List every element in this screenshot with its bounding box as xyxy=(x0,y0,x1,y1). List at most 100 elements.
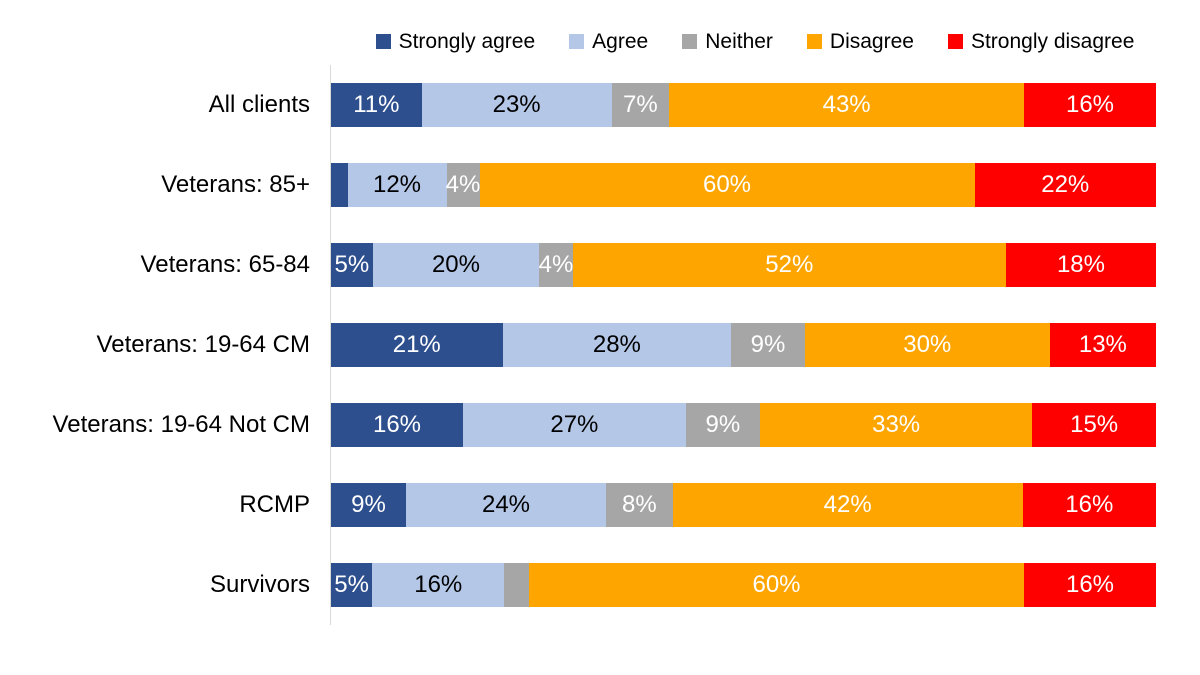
legend-item: Disagree xyxy=(806,30,914,53)
bar-segment: 16% xyxy=(1024,563,1156,607)
bar-segment-label: 27% xyxy=(550,411,599,438)
bar-row: RCMP 9% 24% 8% 42% 16% xyxy=(0,465,1200,545)
bar-segment-label: 16% xyxy=(1065,571,1115,598)
plot-area: All clients 11% 23% 7% 43% 16% Veterans: 85+ 12… xyxy=(0,65,1200,625)
bar-row: Survivors 5% 16% 60% 16% xyxy=(0,545,1200,625)
bar-segment-label: 20% xyxy=(431,251,480,278)
bar-track: 12% 4% 60% 22% xyxy=(331,163,1156,207)
y-axis-line xyxy=(330,65,331,625)
legend-label: Strongly disagree xyxy=(970,30,1135,53)
bar-segment: 5% xyxy=(331,243,373,287)
bar-segment: 20% xyxy=(372,243,540,287)
legend-label: Strongly agree xyxy=(398,30,536,53)
bar-segment: 33% xyxy=(760,403,1033,447)
bar-segment: 28% xyxy=(502,323,732,367)
bar-segment: 60% xyxy=(479,163,975,207)
bar-row: Veterans: 19-64 CM 21% 28% 9% 30% 13% xyxy=(0,305,1200,385)
bar-segment: 27% xyxy=(463,403,686,447)
bar-segment: 16% xyxy=(1024,83,1156,127)
legend-swatch-icon xyxy=(682,34,698,49)
bar-row: All clients 11% 23% 7% 43% 16% xyxy=(0,65,1200,145)
bar-segment: 42% xyxy=(672,483,1023,527)
bar-segment-label: 8% xyxy=(621,491,657,518)
bar-segment-label: 4% xyxy=(445,171,481,198)
bar-segment: 8% xyxy=(606,483,673,527)
category-label: All clients xyxy=(208,91,310,118)
bar-segment xyxy=(331,163,348,207)
bar-track: 9% 24% 8% 42% 16% xyxy=(331,483,1156,527)
legend-item: Neither xyxy=(682,31,773,52)
category-label: Survivors xyxy=(209,571,310,598)
bar-segment: 13% xyxy=(1049,323,1156,367)
legend-label: Agree xyxy=(592,30,649,53)
bar-segment-label: 5% xyxy=(334,251,370,278)
bar-segment: 9% xyxy=(685,403,760,447)
bar-segment-label: 30% xyxy=(903,331,952,358)
bar-track: 11% 23% 7% 43% 16% xyxy=(331,83,1156,127)
legend-swatch-icon xyxy=(375,34,391,49)
bar-segment: 24% xyxy=(406,483,606,527)
bar-segment: 60% xyxy=(529,563,1024,607)
bar-segment-label: 12% xyxy=(372,171,422,198)
bar-segment-label: 43% xyxy=(822,91,871,118)
bar-segment-label: 33% xyxy=(872,411,921,438)
bar-segment-label: 24% xyxy=(481,491,531,518)
legend-item: Strongly disagree xyxy=(947,30,1135,53)
bar-segment-label: 18% xyxy=(1056,251,1105,278)
bar-segment-label: 5% xyxy=(334,571,369,598)
bar-segment: 22% xyxy=(974,163,1156,207)
category-label: Veterans: 85+ xyxy=(161,171,310,198)
category-label: RCMP xyxy=(239,491,310,518)
bar-segment: 43% xyxy=(669,83,1024,127)
bar-segment-label: 22% xyxy=(1041,171,1090,198)
bar-segment-label: 60% xyxy=(752,571,801,598)
bar-segment: 16% xyxy=(331,403,463,447)
category-label: Veterans: 19-64 Not CM xyxy=(52,411,310,438)
bar-segment-label: 16% xyxy=(1065,491,1114,518)
bar-segment-label: 28% xyxy=(592,331,641,358)
bar-segment-label: 7% xyxy=(623,91,658,118)
bar-segment-label: 23% xyxy=(492,91,541,118)
bar-segment: 21% xyxy=(331,323,503,367)
bar-row: Veterans: 65-84 5% 20% 4% 52% 18% xyxy=(0,225,1200,305)
bar-row: Veterans: 85+ 12% 4% 60% 22% xyxy=(0,145,1200,225)
legend-swatch-icon xyxy=(569,34,585,49)
bar-segment-label: 13% xyxy=(1078,331,1127,358)
bar-segment xyxy=(504,563,529,607)
bar-track: 5% 16% 60% 16% xyxy=(331,563,1156,607)
legend-label: Neither xyxy=(705,30,773,53)
category-label: Veterans: 65-84 xyxy=(140,251,310,278)
bar-segment: 9% xyxy=(331,483,406,527)
bar-segment: 12% xyxy=(347,163,447,207)
bar-segment-label: 9% xyxy=(705,411,741,438)
legend-item: Strongly agree xyxy=(375,30,536,53)
bar-segment: 5% xyxy=(331,563,373,607)
bar-segment: 11% xyxy=(331,83,422,127)
legend-swatch-icon xyxy=(947,34,963,49)
legend-item: Agree xyxy=(569,31,648,52)
legend-swatch-icon xyxy=(806,34,822,49)
bar-segment: 16% xyxy=(372,563,505,607)
chart-legend: Strongly agree Agree Neither Disagree Strong… xyxy=(330,31,1180,52)
bar-track: 21% 28% 9% 30% 13% xyxy=(331,323,1156,367)
bar-segment-label: 21% xyxy=(392,331,441,358)
bar-segment: 23% xyxy=(421,83,612,127)
bar-segment: 30% xyxy=(804,323,1050,367)
bar-segment-label: 16% xyxy=(1065,91,1115,118)
bar-segment: 52% xyxy=(572,243,1006,287)
bar-segment-label: 9% xyxy=(750,331,786,358)
bar-segment-label: 4% xyxy=(538,251,574,278)
bar-segment: 16% xyxy=(1022,483,1156,527)
bar-track: 16% 27% 9% 33% 15% xyxy=(331,403,1156,447)
legend-label: Disagree xyxy=(829,30,914,53)
category-label: Veterans: 19-64 CM xyxy=(96,331,310,358)
bar-row: Veterans: 19-64 Not CM 16% 27% 9% 33% 15% xyxy=(0,385,1200,465)
bar-segment: 15% xyxy=(1032,403,1156,447)
bar-segment-label: 42% xyxy=(823,491,872,518)
bar-segment-label: 52% xyxy=(765,251,814,278)
bar-segment-label: 16% xyxy=(372,411,422,438)
bar-segment: 4% xyxy=(445,163,481,207)
bar-track: 5% 20% 4% 52% 18% xyxy=(331,243,1156,287)
bar-segment: 9% xyxy=(731,323,805,367)
